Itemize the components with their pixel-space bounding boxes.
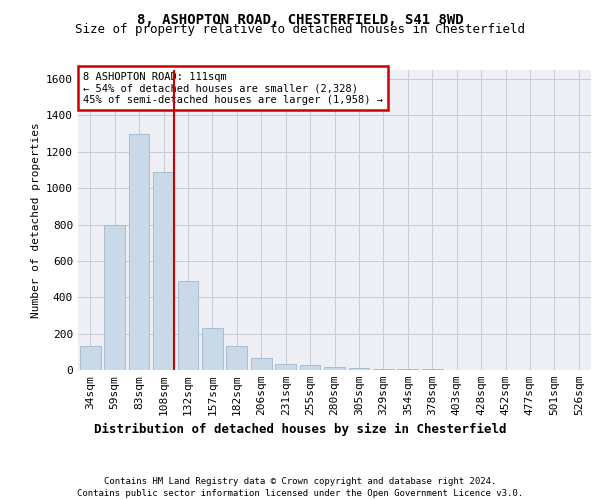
Bar: [251, 358, 272, 370]
Bar: [324, 366, 345, 370]
Text: Size of property relative to detached houses in Chesterfield: Size of property relative to detached ho…: [75, 22, 525, 36]
Y-axis label: Number of detached properties: Number of detached properties: [31, 122, 41, 318]
Bar: [299, 366, 320, 370]
Bar: [80, 346, 101, 370]
Text: Distribution of detached houses by size in Chesterfield: Distribution of detached houses by size …: [94, 422, 506, 436]
Bar: [349, 368, 370, 370]
Bar: [128, 134, 149, 370]
Bar: [226, 346, 247, 370]
Bar: [104, 224, 125, 370]
Bar: [202, 328, 223, 370]
Text: 8, ASHOPTON ROAD, CHESTERFIELD, S41 8WD: 8, ASHOPTON ROAD, CHESTERFIELD, S41 8WD: [137, 12, 463, 26]
Text: Contains HM Land Registry data © Crown copyright and database right 2024.: Contains HM Land Registry data © Crown c…: [104, 478, 496, 486]
Bar: [397, 369, 418, 370]
Bar: [153, 172, 174, 370]
Text: Contains public sector information licensed under the Open Government Licence v3: Contains public sector information licen…: [77, 489, 523, 498]
Bar: [178, 281, 199, 370]
Bar: [373, 368, 394, 370]
Text: 8 ASHOPTON ROAD: 111sqm
← 54% of detached houses are smaller (2,328)
45% of semi: 8 ASHOPTON ROAD: 111sqm ← 54% of detache…: [83, 72, 383, 104]
Bar: [275, 364, 296, 370]
